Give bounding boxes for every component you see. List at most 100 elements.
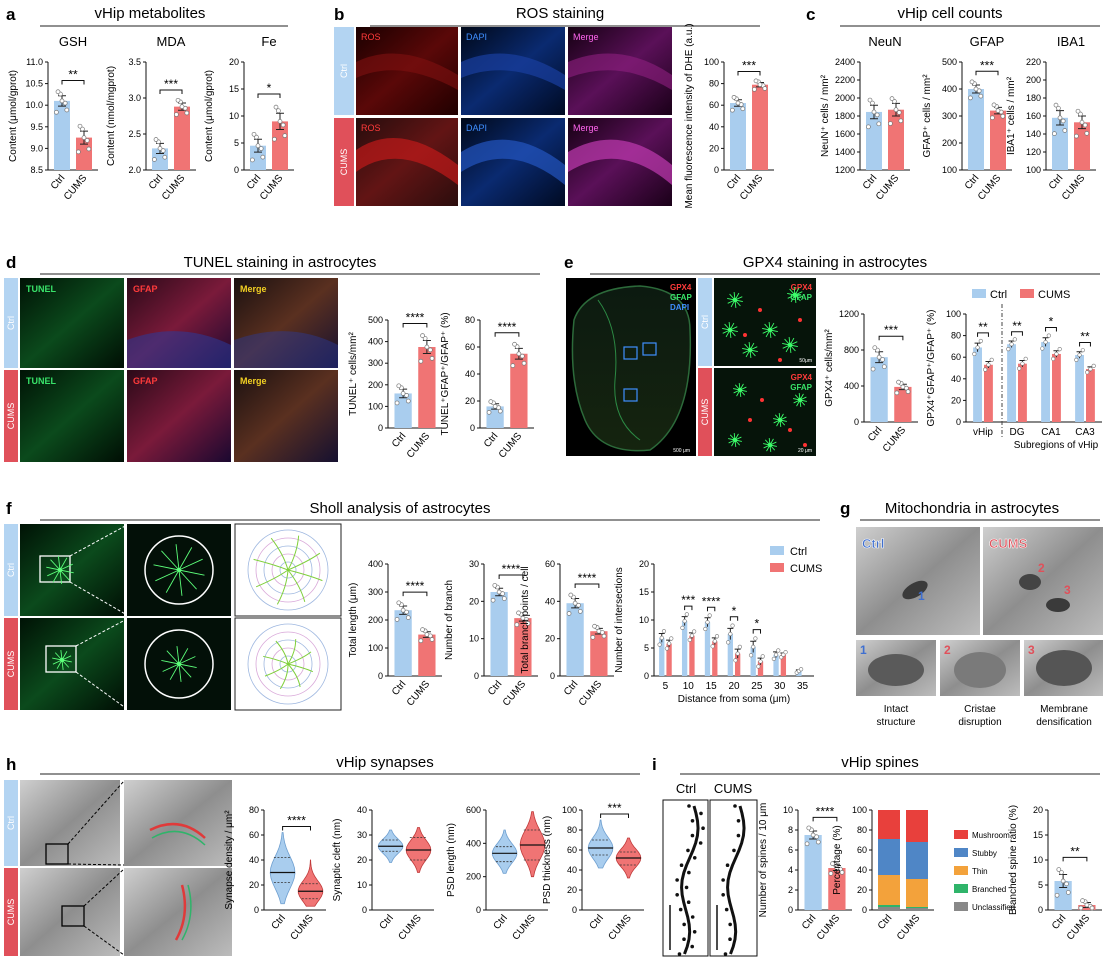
f_branch-bar	[490, 592, 508, 676]
dendrite-ctrl-spine	[698, 841, 703, 845]
c_neun-category-label: CUMS	[874, 173, 902, 203]
c_iba1-data-point	[1057, 115, 1063, 121]
f_points-ytick-label: 0	[550, 671, 555, 681]
astro-ctrl-zoom-cell-process	[178, 547, 193, 571]
chart-a_gsh: 8.5 9.0 9.5 10.0 10.5 11.0 Content (μmol/gprot…	[8, 34, 98, 202]
d_tunel-data-point	[424, 344, 430, 350]
row-tag-cums-d-label: CUMS	[6, 403, 16, 430]
ros-cums-band	[356, 138, 458, 185]
c_iba1-ytick-label: 180	[1026, 93, 1041, 103]
a_gsh-ytick-label: 11.0	[26, 57, 43, 67]
astro-ctrl-cell-process	[59, 569, 63, 584]
f_branch-data-point	[514, 622, 520, 628]
f_branch-data-point	[490, 597, 496, 603]
c_iba1-ytick-label: 200	[1026, 75, 1041, 85]
c_neun-ytick-label: 2400	[835, 57, 855, 67]
dendrite-ctrl-spine	[690, 833, 695, 838]
row-tag-cums-e	[698, 368, 712, 456]
i_spines-data-point	[839, 870, 845, 875]
d_tunel-data-point	[396, 383, 402, 389]
astro-ctrl-cell-process	[46, 566, 61, 571]
syn-ctrl-image	[20, 780, 120, 866]
em-caption-membrane-line-2: densification	[1036, 717, 1092, 728]
em-caption-membrane: Membrane densification	[1036, 704, 1092, 728]
gpx4-red-cell	[798, 318, 802, 322]
f_sholl-bar	[727, 634, 733, 676]
b_ros-category-label: CUMS	[738, 173, 766, 203]
d_tunel-bar	[394, 393, 412, 428]
em-cums-label: CUMS	[989, 536, 1028, 551]
e_sub-data-point	[1009, 342, 1014, 347]
row-tag-ctrl-b	[334, 27, 354, 115]
e_sub-bar	[984, 364, 993, 422]
dendrite-cums-spine	[725, 863, 730, 867]
c_neun-data-point	[871, 109, 877, 115]
e_gpx4-bar	[894, 386, 912, 422]
chart-i_stack: 0 20 40 60 80 100 Percentage (%) Ctrl CUMS Mushro…	[832, 805, 1015, 942]
c_neun-ytick-label: 2200	[835, 75, 855, 85]
em-cums-zoom-2: 2	[1038, 561, 1045, 575]
f_sholl-data-point	[748, 653, 754, 658]
f_sholl-data-point	[687, 637, 692, 642]
f_len-sig-bracket	[402, 591, 428, 597]
f_sholl-ytick-label: 15	[639, 587, 649, 597]
e_gpx4-data-point	[881, 364, 887, 370]
syn-zoom-line-ctrl-2	[67, 863, 125, 866]
f_points-data-point	[601, 633, 607, 639]
dapi-ctrl-band	[461, 53, 565, 90]
f_branch-data-point	[520, 615, 526, 621]
astro-ctrl-zoom-cell	[153, 544, 205, 596]
i_spines-data-point	[828, 871, 834, 876]
legend-f-ctrl-label: Ctrl	[790, 546, 807, 558]
i_ratio-ytick-label: 5	[1038, 880, 1043, 890]
i_stack-legend-swatch	[954, 884, 968, 893]
chart-e_sub: 0 20 40 60 80 100 GPX4⁺GFAP⁺/GFAP⁺ (%) vHip ** DG…	[926, 304, 1102, 451]
label-merge-cums-d: Merge	[240, 376, 267, 386]
row-tag-cums-e-label: CUMS	[700, 399, 710, 426]
chart-f_points: 0 20 40 60 Total branch points / cell CtrlCUM…	[520, 559, 614, 708]
f_len-bar	[418, 634, 436, 676]
a_mda-ytick-label: 2.5	[128, 129, 141, 139]
d_tunel-ytick-label: 200	[368, 380, 383, 390]
astro-cums-zoom-cell-process	[178, 656, 196, 665]
dendrite-ctrl-spine	[682, 922, 686, 927]
psd-mark-ctrl	[149, 822, 206, 839]
chart-c_iba1: 100 120 140 160 180 200 220 IBA1⁺ cells / mm² IB…	[1006, 34, 1096, 202]
d_tunel-data-point	[418, 358, 424, 364]
dendrite-ctrl-spine	[679, 863, 684, 867]
i_stack-segment-stubby	[878, 839, 900, 875]
sholl-rings-cums-ring	[271, 647, 305, 681]
e_gpx4-ylabel: GPX4⁺ cells/mm²	[824, 329, 835, 407]
syn-zoom-box-ctrl	[45, 843, 69, 865]
d_pct-data-point	[486, 409, 492, 415]
h_cleft-category-label: Ctrl	[377, 913, 395, 932]
astro-ctrl-image	[20, 524, 124, 616]
i_stack-ytick-label: 0	[862, 905, 867, 915]
mito-zoom-3	[1036, 650, 1092, 686]
i_stack-legend-swatch	[954, 830, 968, 839]
d_tunel-data-point	[420, 333, 425, 338]
a_gsh-data-point	[54, 109, 59, 115]
gpx4-ctrl-astro-soma	[747, 347, 753, 353]
d_tunel-ytick-label: 300	[368, 358, 383, 368]
c_neun-data-point	[870, 100, 875, 106]
a_gsh-ytick-label: 9.5	[30, 122, 43, 132]
b_ros-data-point	[731, 94, 737, 100]
legend-e: Ctrl CUMS	[972, 289, 1070, 301]
d_pct-sig-bracket	[494, 332, 520, 337]
gpx4-ctrl-astro	[722, 322, 738, 338]
d_tunel-data-point	[400, 391, 406, 396]
a_fe-data-point	[280, 122, 286, 128]
legend-f-cums-swatch	[770, 563, 784, 572]
c_gfap-sig-bracket	[975, 70, 999, 76]
d_tunel-category-label: Ctrl	[390, 431, 408, 450]
a_fe-category-label: CUMS	[258, 173, 286, 203]
e_sub-ytick-label: 80	[951, 331, 961, 341]
a_fe-category-label: Ctrl	[245, 173, 263, 192]
a_mda-category-label: CUMS	[160, 173, 188, 203]
astro-ctrl-cell-process	[52, 569, 61, 583]
a_fe-ylabel: Content (μmol/gprot)	[204, 70, 215, 162]
c_neun-data-point	[898, 118, 904, 124]
gpx4-ctrl-image	[714, 278, 816, 366]
sholl-rings-ctrl-ring	[263, 545, 313, 595]
